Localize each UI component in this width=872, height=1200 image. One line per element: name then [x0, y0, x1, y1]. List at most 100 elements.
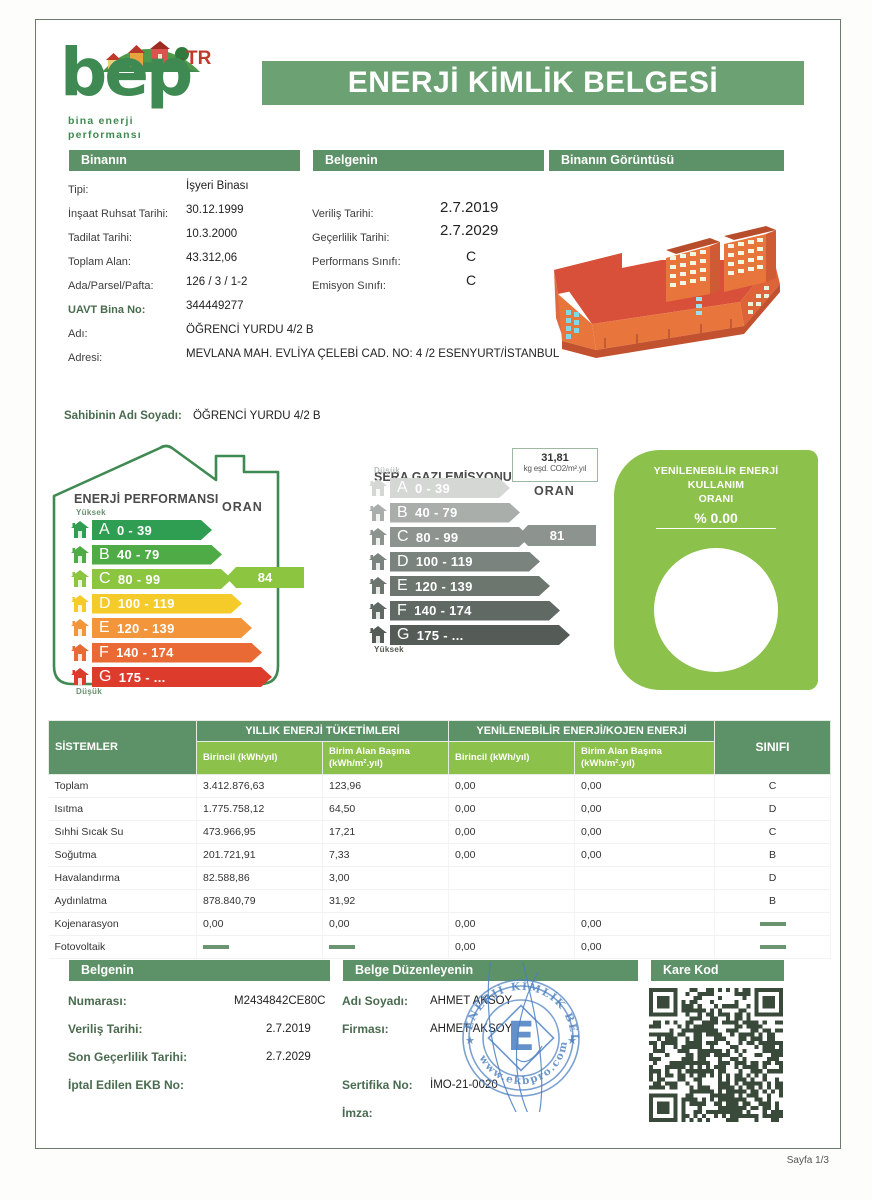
house-icon [70, 569, 90, 588]
emission-box-value: 31,81 [541, 452, 569, 464]
table-cell: 17,21 [322, 820, 449, 844]
band-range: 0 - 39 [116, 522, 153, 538]
band-letter: E [397, 577, 408, 594]
info-section: Binanın Belgenin Binanın Görüntüsü Tipi:… [36, 150, 842, 410]
label-total-area: Toplam Alan: [68, 256, 131, 268]
page-header: bep TR bina enerji performansı ENERJİ Kİ… [36, 20, 840, 150]
table-cell: 1.775.758,12 [196, 797, 323, 821]
value-permit-date: 30.12.1999 [186, 204, 244, 216]
value-doc-issue-date: 2.7.2019 [266, 1023, 311, 1035]
systems-table: SİSTEMLER YILLIK ENERJİ TÜKETİMLERİ YENİ… [48, 720, 831, 959]
table-cell [448, 889, 575, 913]
certificate-page: bep TR bina enerji performansı ENERJİ Kİ… [35, 19, 841, 1149]
value-building-address: MEVLANA MAH. EVLİYA ÇELEBİ CAD. NO: 4 /2… [186, 348, 560, 360]
table-cell: 0,00 [574, 912, 715, 936]
label-issuer-company: Firması: [342, 1022, 389, 1036]
table-cell-system-name: Sıhhi Sıcak Su [48, 820, 197, 844]
renewable-percent-value: % 0.00 [656, 510, 776, 529]
label-issue-date: Veriliş Tarihi: [312, 208, 374, 220]
house-icon [368, 527, 388, 546]
band-letter: C [397, 528, 409, 545]
band-letter: D [99, 594, 111, 612]
rating-band-row: G 175 - ... [70, 665, 270, 690]
label-permit-date: İnşaat Ruhsat Tarihi: [68, 208, 169, 220]
band-range: 120 - 139 [414, 578, 473, 594]
th-annual-per-area-l1: Birim Alan Başına [329, 746, 410, 757]
table-cell [322, 935, 449, 959]
section-header-building: Binanın [64, 150, 300, 171]
emission-panel: SERA GAZI EMİSYONU Düşük Yüksek 31,81 kg… [366, 448, 606, 698]
table-cell: 473.966,95 [196, 820, 323, 844]
rating-band-row: A 0 - 39 [368, 476, 568, 501]
th-renewable-per-area: Birim Alan Başına (kWh/m².yıl) [574, 741, 715, 775]
section-header-building-image: Binanın Görüntüsü [544, 150, 784, 171]
table-cell [196, 935, 323, 959]
table-cell: 0,00 [448, 935, 575, 959]
value-total-area: 43.312,06 [186, 252, 238, 264]
svg-text:★: ★ [567, 1035, 577, 1047]
th-renewable-per-area-l1: Birim Alan Başına [581, 746, 662, 757]
rating-band-row: F 140 - 174 [368, 599, 568, 624]
band-range: 40 - 79 [414, 505, 458, 520]
house-icon [368, 503, 388, 522]
rating-band: E 120 - 139 [92, 618, 252, 638]
band-letter: B [397, 503, 408, 521]
table-cell: 0,00 [574, 935, 715, 959]
rating-band: A 0 - 39 [390, 478, 510, 498]
table-cell: D [714, 797, 831, 821]
table-row: Toplam 3.412.876,63 123,96 0,00 0,00 C [48, 774, 831, 798]
table-cell-system-name: Isıtma [48, 797, 197, 821]
section-header-document-bottom: Belgenin [64, 960, 330, 981]
emission-oran-label: ORAN [534, 484, 575, 498]
logo-tr-suffix: TR [186, 48, 212, 69]
table-row: Havalandırma 82.588,86 3,00 D [48, 866, 831, 890]
table-cell: 0,00 [448, 912, 575, 936]
label-doc-cancelled-ekb: İptal Edilen EKB No: [68, 1078, 185, 1092]
page-footer: Sayfa 1/3 [786, 1155, 829, 1166]
rating-band: F 140 - 174 [390, 601, 560, 621]
house-icon [70, 618, 90, 637]
th-annual-primary: Birincil (kWh/yıl) [196, 741, 323, 775]
table-row: Soğutma 201.721,91 7,33 0,00 0,00 B [48, 843, 831, 867]
svg-text:E: E [507, 1014, 534, 1060]
band-letter: E [99, 619, 110, 636]
empty-dash [759, 922, 786, 926]
section-header-issuer: Belge Düzenleyenin [338, 960, 638, 981]
main-title-banner: ENERJİ KİMLİK BELGESİ [262, 61, 804, 105]
house-icon [70, 667, 90, 686]
label-valid-date: Geçerlilik Tarihi: [312, 232, 390, 244]
rating-panels: ENERJİ PERFORMANSI Yüksek Düşük ORAN A 0 … [36, 438, 842, 706]
rating-band: D 100 - 119 [92, 594, 242, 614]
table-cell: 82.588,86 [196, 866, 323, 890]
band-letter: G [397, 626, 410, 643]
value-uavt-no: 344449277 [186, 300, 244, 312]
value-building-type: İşyeri Binası [186, 180, 249, 192]
label-doc-issue-date: Veriliş Tarihi: [68, 1022, 143, 1036]
logo-tagline-line2: performansı [68, 129, 142, 142]
value-emission-class: C [466, 272, 477, 288]
value-issue-date: 2.7.2019 [440, 199, 499, 216]
rating-band-row: B 40 - 79 [70, 543, 270, 568]
emission-bands-list: A 0 - 39 B 40 - 79 C 80 - 99 D 100 - 119 E 120 - … [368, 476, 568, 648]
band-letter: G [99, 668, 112, 685]
band-letter: B [99, 545, 110, 563]
house-outline-frame [48, 438, 288, 688]
table-cell-system-name: Fotovoltaik [48, 935, 197, 959]
table-cell: 31,92 [322, 889, 449, 913]
table-cell-system-name: Toplam [48, 774, 197, 798]
value-issuer-name: AHMET AKSOY [430, 995, 513, 1007]
table-cell: 3.412.876,63 [196, 774, 323, 798]
logo-tagline: bina enerji performansı [68, 114, 142, 142]
th-group-annual: YILLIK ENERJİ TÜKETİMLERİ [196, 720, 449, 742]
house-icon [368, 625, 388, 644]
emission-rating-value: 81 [518, 525, 596, 546]
value-valid-date: 2.7.2029 [440, 222, 499, 239]
value-renovation-date: 10.3.2000 [186, 228, 238, 240]
table-cell: 0,00 [448, 820, 575, 844]
renewable-gauge-circle [654, 548, 778, 672]
table-cell: 201.721,91 [196, 843, 323, 867]
logo-landscape-icon [102, 38, 200, 74]
systems-table-head: SİSTEMLER YILLIK ENERJİ TÜKETİMLERİ YENİ… [48, 720, 831, 775]
table-row: Fotovoltaik 0,00 0,00 [48, 935, 831, 959]
table-cell: 0,00 [448, 797, 575, 821]
